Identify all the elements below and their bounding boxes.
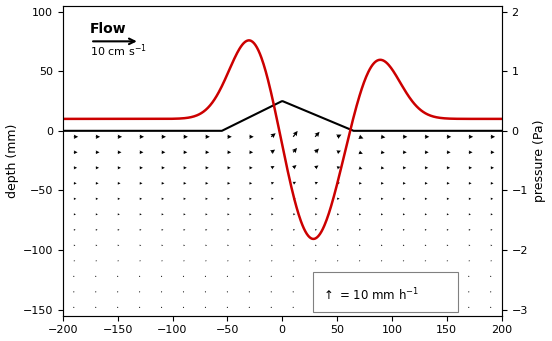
Y-axis label: depth (mm): depth (mm) xyxy=(6,123,19,198)
Text: 10 cm s$^{-1}$: 10 cm s$^{-1}$ xyxy=(90,43,147,59)
Y-axis label: pressure (Pa): pressure (Pa) xyxy=(533,119,546,202)
Text: Flow: Flow xyxy=(90,22,127,36)
Text: $\uparrow$ = 10 mm h$^{-1}$: $\uparrow$ = 10 mm h$^{-1}$ xyxy=(321,287,418,303)
FancyBboxPatch shape xyxy=(313,271,458,312)
